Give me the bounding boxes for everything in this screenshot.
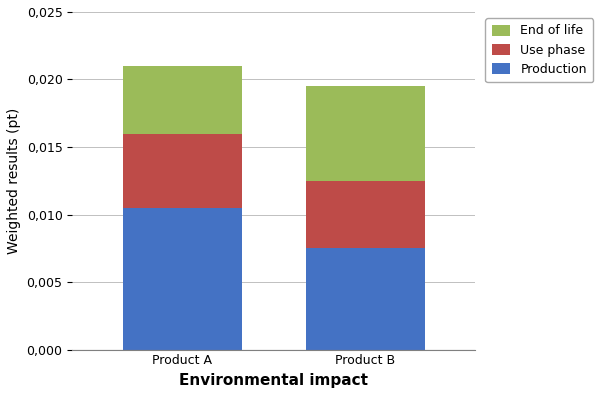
Bar — [122, 208, 242, 350]
Y-axis label: Weighted results (pt): Weighted results (pt) — [7, 108, 21, 254]
X-axis label: Environmental impact: Environmental impact — [179, 373, 368, 388]
Bar — [306, 248, 424, 350]
Bar — [306, 86, 424, 181]
Legend: End of life, Use phase, Production: End of life, Use phase, Production — [485, 18, 593, 82]
Bar — [122, 134, 242, 208]
Bar — [306, 181, 424, 248]
Bar — [122, 66, 242, 134]
